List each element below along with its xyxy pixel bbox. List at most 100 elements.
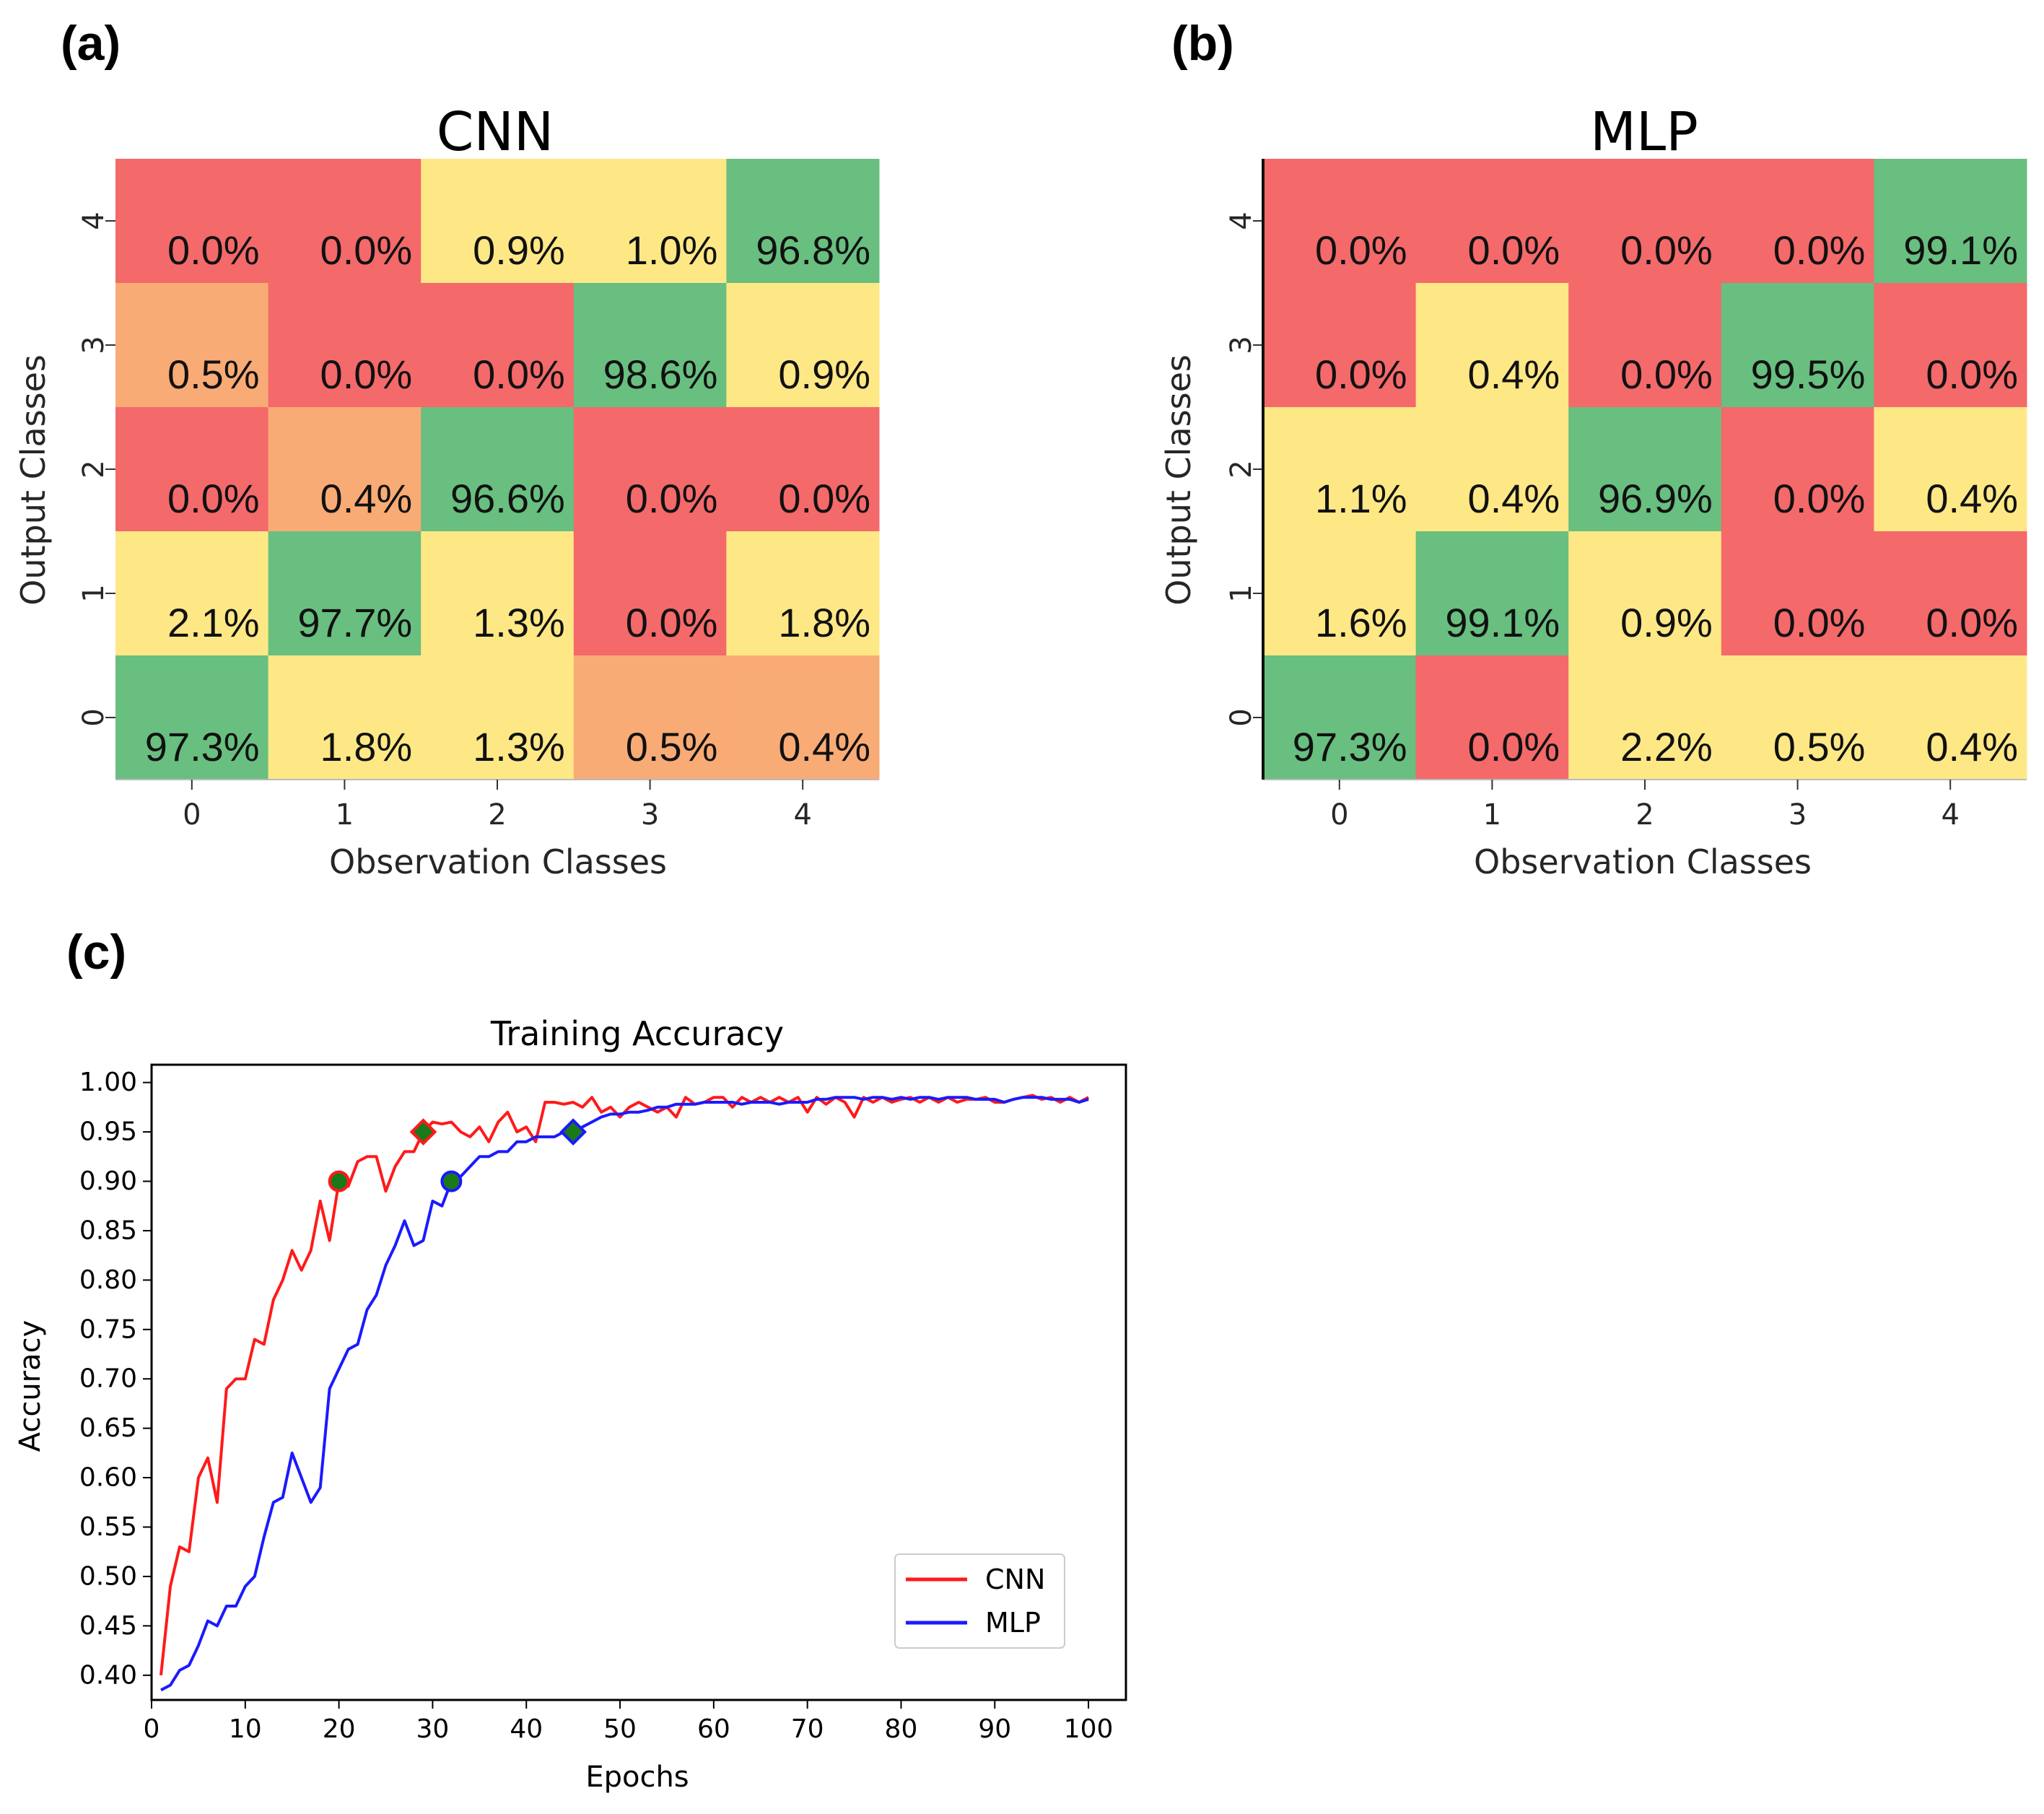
- cnn-cell-r0-c3: [573, 655, 727, 780]
- mlp-cell-r1-c0: [1263, 531, 1417, 656]
- cnn-cell-value: 97.3%: [145, 724, 260, 769]
- cnn-y-axis-label: Output Classes: [14, 354, 53, 606]
- cnn-cell-r4-c2: [421, 159, 575, 284]
- mlp-cell-value: 99.1%: [1445, 600, 1560, 645]
- cnn-cell-value: 0.0%: [473, 352, 565, 397]
- mlp-x-tick-label: 2: [1635, 798, 1654, 832]
- cnn-x-tick-label: 3: [641, 798, 659, 832]
- cnn-cell-value: 96.8%: [756, 227, 870, 273]
- cnn-cell-r3-c2: [421, 283, 575, 408]
- mlp-cell-value: 0.4%: [1468, 476, 1560, 521]
- mlp-cell-r2-c0: [1263, 407, 1417, 532]
- cnn-cell-r2-c0: [115, 407, 269, 532]
- line-chart-x-axis-label: Epochs: [585, 1761, 689, 1794]
- panel-label-c: (c): [66, 925, 126, 980]
- cnn-cell-r1-c4: [726, 531, 880, 656]
- cnn-cell-r4-c0: [115, 159, 269, 284]
- mlp-cell-r1-c1: [1415, 531, 1569, 656]
- cnn-cell-value: 1.3%: [473, 724, 565, 769]
- x-tick-label: 80: [885, 1714, 918, 1744]
- cnn-x-axis-label: Observation Classes: [329, 842, 667, 881]
- y-tick-label: 0.90: [79, 1167, 137, 1196]
- mlp-cell-value: 0.4%: [1926, 476, 2018, 521]
- mlp-cell-r0-c1: [1415, 655, 1569, 780]
- cnn-confusion-matrix: CNN 0.0% 0.0% 0.9% 1.0% 96.8% 0.5% 0.0% 0.0% 98.…: [14, 101, 880, 881]
- x-tick-label: 60: [697, 1714, 730, 1744]
- cnn-cell-r2-c2: [421, 407, 575, 532]
- y-tick-label: 0.50: [79, 1561, 137, 1591]
- mlp-cell-value: 1.1%: [1315, 476, 1407, 521]
- mlp-cell-value: 97.3%: [1293, 724, 1407, 769]
- panel-label-a: (a): [61, 16, 121, 71]
- mlp-cell-r1-c3: [1721, 531, 1874, 656]
- cnn-cell-r1-c2: [421, 531, 575, 656]
- y-tick-label: 1.00: [79, 1068, 137, 1097]
- cnn-cell-r4-c3: [573, 159, 727, 284]
- mlp-cell-r4-c2: [1568, 159, 1722, 284]
- cnn-cell-value: 2.1%: [167, 600, 260, 645]
- y-tick-label: 0.65: [79, 1413, 137, 1443]
- mlp-cell-value: 0.0%: [1773, 227, 1866, 273]
- cnn-cell-r3-c3: [573, 283, 727, 408]
- cnn-cell-value: 98.6%: [603, 352, 718, 397]
- mlp-cell-value: 0.5%: [1773, 724, 1866, 769]
- x-tick-label: 100: [1064, 1714, 1114, 1744]
- cnn-cell-r3-c4: [726, 283, 880, 408]
- mlp-diamond-marker: [559, 1118, 587, 1146]
- cnn-y-tick-label: 1: [77, 584, 110, 602]
- mlp-cell-r4-c3: [1721, 159, 1874, 284]
- mlp-x-tick-label: 3: [1788, 798, 1807, 832]
- x-tick-label: 90: [978, 1714, 1011, 1744]
- mlp-cell-value: 0.0%: [1620, 227, 1713, 273]
- x-tick-label: 30: [416, 1714, 450, 1744]
- cnn-cell-value: 0.4%: [778, 724, 870, 769]
- cnn-cell-r1-c1: [268, 531, 422, 656]
- line-chart-ticks: 0 10 20 30 40 50 60 70 80 90 100 0.40 0.45 0.50 0.55 0.…: [79, 1068, 1114, 1744]
- cnn-cell-value: 1.8%: [320, 724, 413, 769]
- mlp-cell-value: 0.0%: [1620, 352, 1713, 397]
- x-tick-label: 40: [510, 1714, 543, 1744]
- mlp-cell-r2-c1: [1415, 407, 1569, 532]
- y-tick-label: 0.85: [79, 1216, 137, 1245]
- cnn-x-tick-label: 0: [183, 798, 201, 832]
- cnn-cell-value: 0.0%: [778, 476, 870, 521]
- mlp-x-tick-label: 0: [1330, 798, 1348, 832]
- cnn-cell-r0-c0: [115, 655, 269, 780]
- line-chart-markers: [328, 1118, 587, 1192]
- mlp-cell-r0-c2: [1568, 655, 1722, 780]
- mlp-y-tick-label: 4: [1225, 212, 1258, 230]
- cnn-matrix-ticks: 0 1 2 3 4 4 3 2 1 0: [77, 212, 879, 832]
- mlp-cell-r3-c1: [1415, 283, 1569, 408]
- mlp-cell-r0-c3: [1721, 655, 1874, 780]
- mlp-confusion-matrix: MLP 0.0% 0.0% 0.0% 0.0% 99.1% 0.0% 0.4% 0.0% 99.…: [1159, 101, 2027, 881]
- cnn-cell-value: 0.0%: [167, 227, 260, 273]
- mlp-cell-r1-c2: [1568, 531, 1722, 656]
- cnn-cell-r3-c1: [268, 283, 422, 408]
- y-tick-label: 0.55: [79, 1512, 137, 1542]
- mlp-cell-r0-c0: [1263, 655, 1417, 780]
- mlp-cell-value: 0.4%: [1926, 724, 2018, 769]
- cnn-y-tick-label: 2: [77, 460, 110, 478]
- mlp-cell-value: 96.9%: [1598, 476, 1713, 521]
- mlp-cell-value: 0.0%: [1773, 476, 1866, 521]
- mlp-cell-value: 0.0%: [1926, 600, 2018, 645]
- cnn-cell-r4-c1: [268, 159, 422, 284]
- mlp-y-axis-label: Output Classes: [1159, 354, 1198, 606]
- mlp-cell-value: 99.5%: [1751, 352, 1866, 397]
- mlp-cell-value: 0.0%: [1315, 352, 1407, 397]
- cnn-cell-r3-c0: [115, 283, 269, 408]
- mlp-y-tick-label: 2: [1225, 460, 1258, 478]
- training-accuracy-chart: Training Accuracy 0 10 20 30 40 50 60 70 80 90 100…: [14, 1014, 1127, 1794]
- cnn-cell-r2-c1: [268, 407, 422, 532]
- cnn-y-tick-label: 0: [77, 708, 110, 726]
- mlp-cell-r2-c3: [1721, 407, 1874, 532]
- cnn-cell-value: 0.5%: [626, 724, 718, 769]
- cnn-cell-r2-c3: [573, 407, 727, 532]
- mlp-cell-r3-c2: [1568, 283, 1722, 408]
- mlp-cell-r4-c0: [1263, 159, 1417, 284]
- mlp-cell-value: 0.9%: [1620, 600, 1713, 645]
- mlp-cell-r3-c0: [1263, 283, 1417, 408]
- mlp-cell-r3-c3: [1721, 283, 1874, 408]
- legend-mlp-label: MLP: [985, 1607, 1041, 1639]
